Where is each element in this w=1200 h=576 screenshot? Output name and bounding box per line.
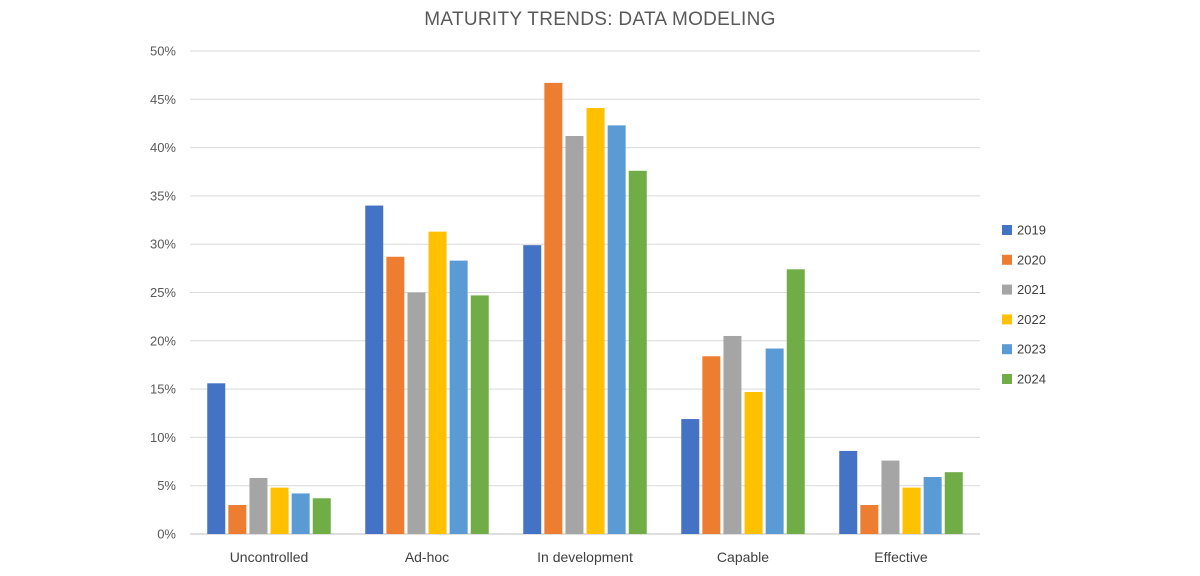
legend-label: 2020 bbox=[1017, 252, 1046, 267]
bar-2019-capable bbox=[681, 419, 700, 534]
bar-2024-capable bbox=[786, 269, 805, 534]
bar-2021-capable bbox=[723, 335, 742, 534]
y-tick-label: 5% bbox=[157, 478, 176, 493]
y-tick-label: 40% bbox=[150, 140, 176, 155]
bar-2023-in-development bbox=[607, 125, 626, 534]
bar-2021-effective bbox=[881, 460, 900, 534]
y-tick-label: 45% bbox=[150, 92, 176, 107]
bar-2022-in-development bbox=[586, 107, 605, 534]
legend-label: 2024 bbox=[1017, 372, 1046, 387]
legend-label: 2021 bbox=[1017, 282, 1046, 297]
bar-2019-uncontrolled bbox=[207, 383, 226, 534]
y-tick-label: 50% bbox=[150, 44, 176, 59]
bars bbox=[207, 82, 963, 535]
bar-2019-effective bbox=[839, 450, 858, 534]
chart-title: MATURITY TRENDS: DATA MODELING bbox=[424, 9, 776, 30]
bar-2020-uncontrolled bbox=[228, 505, 247, 534]
legend: 2019 2020 2021 2022 2023 2024 bbox=[1002, 223, 1046, 387]
y-tick-label: 30% bbox=[150, 237, 176, 252]
bar-2021-uncontrolled bbox=[249, 477, 268, 534]
y-tick-label: 35% bbox=[150, 188, 176, 203]
bar-2022-effective bbox=[902, 487, 921, 534]
bar-2020-capable bbox=[702, 356, 721, 534]
bar-2024-uncontrolled bbox=[312, 498, 331, 534]
y-tick-label: 10% bbox=[150, 430, 176, 445]
legend-swatch-2020 bbox=[1002, 254, 1012, 265]
legend-label: 2022 bbox=[1017, 312, 1046, 327]
bar-2019-in-development bbox=[523, 245, 542, 534]
bar-2022-capable bbox=[744, 391, 763, 534]
legend-swatch-2019 bbox=[1002, 225, 1012, 235]
x-category-label: Ad-hoc bbox=[405, 549, 449, 565]
bar-2020-ad-hoc bbox=[386, 256, 405, 534]
bar-2024-effective bbox=[944, 472, 963, 534]
legend-label: 2019 bbox=[1017, 223, 1046, 238]
bar-2023-effective bbox=[923, 477, 942, 534]
bar-2023-capable bbox=[765, 348, 784, 534]
bar-2021-in-development bbox=[565, 136, 584, 534]
x-category-label: In development bbox=[537, 549, 633, 565]
legend-swatch-2024 bbox=[1002, 374, 1012, 384]
bar-2020-effective bbox=[860, 505, 879, 534]
y-tick-label: 15% bbox=[150, 382, 176, 397]
bar-2023-ad-hoc bbox=[449, 260, 468, 534]
legend-label: 2023 bbox=[1017, 342, 1046, 357]
y-tick-label: 0% bbox=[157, 527, 176, 542]
bar-2020-in-development bbox=[544, 82, 563, 535]
x-category-label: Capable bbox=[717, 549, 769, 565]
y-axis-tick-labels: 0% 5% 10% 15% 20% 25% 30% 35% 40% 45% 50% bbox=[150, 44, 176, 542]
bar-2024-ad-hoc bbox=[470, 295, 489, 534]
y-tick-label: 20% bbox=[150, 333, 176, 348]
bar-2022-ad-hoc bbox=[428, 231, 447, 534]
x-category-label: Uncontrolled bbox=[230, 549, 309, 565]
bar-2024-in-development bbox=[628, 170, 647, 534]
bar-2023-uncontrolled bbox=[291, 493, 310, 534]
legend-swatch-2021 bbox=[1002, 284, 1012, 295]
legend-swatch-2023 bbox=[1002, 344, 1012, 355]
bar-2021-ad-hoc bbox=[407, 292, 426, 534]
bar-2022-uncontrolled bbox=[270, 487, 289, 534]
y-tick-label: 25% bbox=[150, 285, 176, 300]
gridlines bbox=[190, 50, 980, 535]
x-category-label: Effective bbox=[874, 549, 928, 565]
x-axis-category-labels: Uncontrolled Ad-hoc In development Capable E… bbox=[230, 549, 928, 565]
legend-swatch-2022 bbox=[1002, 314, 1012, 325]
bar-2019-ad-hoc bbox=[365, 205, 384, 534]
